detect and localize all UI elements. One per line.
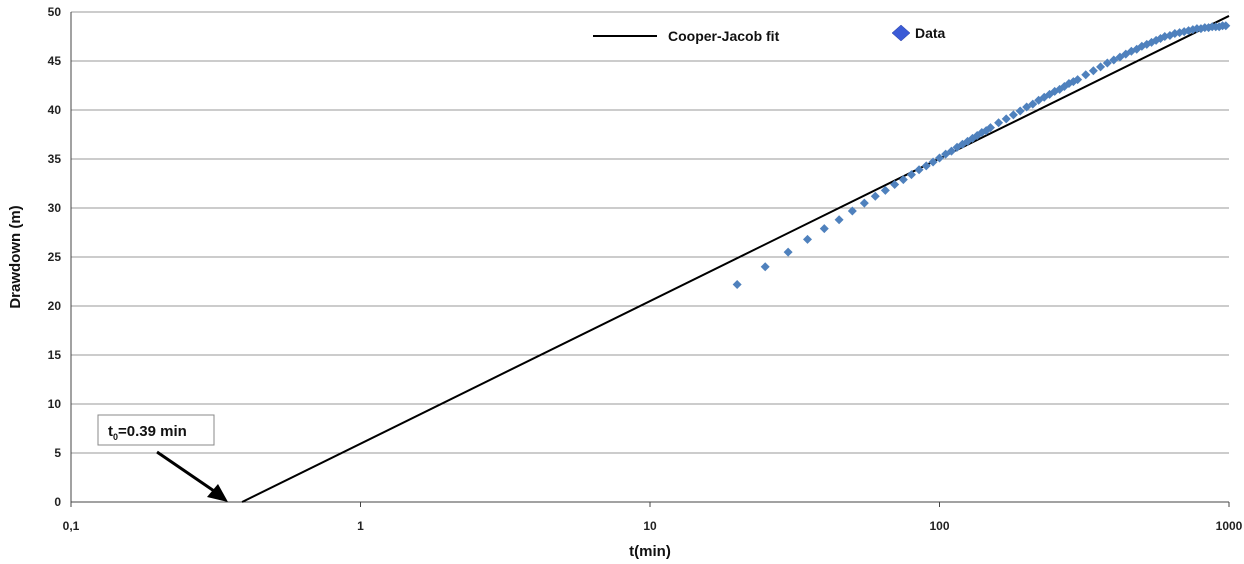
y-tick-label: 40 (48, 103, 62, 117)
data-series (732, 21, 1231, 289)
data-point (732, 279, 742, 289)
data-point (1170, 29, 1180, 39)
data-point (928, 157, 938, 167)
legend: Cooper-Jacob fit Data (593, 24, 946, 44)
legend-data-label: Data (915, 25, 946, 41)
data-point (1109, 55, 1119, 65)
x-tick-label: 100 (929, 519, 949, 533)
x-tick-label: 1 (357, 519, 364, 533)
data-point (921, 161, 931, 171)
data-point (935, 153, 944, 163)
data-point (1028, 99, 1038, 109)
data-point (1102, 58, 1112, 68)
data-point (870, 191, 880, 201)
data-point (898, 175, 908, 185)
annotation-box (97, 414, 215, 446)
legend-fit-label: Cooper-Jacob fit (668, 28, 780, 44)
data-point (1073, 75, 1083, 85)
data-point (1022, 102, 1032, 112)
annotation-label: t0=0.39 min (108, 423, 187, 442)
data-point (914, 165, 924, 175)
data-point (985, 123, 995, 133)
y-tick-label: 25 (48, 250, 62, 264)
data-point (1081, 70, 1091, 80)
data-point (1221, 21, 1231, 31)
y-tick-label: 0 (54, 495, 61, 509)
data-point (847, 206, 857, 216)
data-point (1088, 66, 1098, 76)
fit-line (241, 15, 1230, 503)
data-point (1175, 28, 1185, 38)
y-tick-label: 10 (48, 397, 62, 411)
grid-lines (71, 11, 1229, 454)
x-axis-title: t(min) (629, 543, 671, 560)
annotation-arrow-shaft (156, 450, 218, 495)
legend-data-marker (891, 24, 911, 42)
data-point (1001, 114, 1011, 124)
data-point (1015, 106, 1025, 116)
x-tick-label: 10 (643, 519, 657, 533)
y-tick-label: 5 (54, 446, 61, 460)
y-axis-title: Drawdown (m) (7, 205, 24, 308)
x-tick-labels: 0,1 1 10 100 1000 (63, 502, 1243, 533)
data-point (890, 179, 900, 189)
data-point (803, 234, 813, 244)
y-tick-label: 20 (48, 299, 62, 313)
data-point (834, 215, 844, 225)
data-point (994, 118, 1004, 128)
x-tick-label: 1000 (1216, 519, 1243, 533)
x-tick-label: 0,1 (63, 519, 80, 533)
data-point (819, 224, 829, 234)
t0-annotation: t0=0.39 min (97, 414, 228, 502)
y-tick-label: 35 (48, 152, 62, 166)
data-point (1008, 110, 1018, 120)
y-tick-label: 15 (48, 348, 62, 362)
data-point (859, 198, 869, 208)
y-tick-labels: 0 5 10 15 20 25 30 35 40 45 50 (48, 5, 62, 509)
data-point (906, 170, 916, 180)
data-point (880, 185, 890, 195)
y-tick-label: 50 (48, 5, 62, 19)
data-point (760, 262, 770, 272)
y-tick-label: 45 (48, 54, 62, 68)
data-point (1096, 62, 1106, 72)
cooper-jacob-fit-series (241, 15, 1230, 503)
y-tick-label: 30 (48, 201, 62, 215)
annotation-arrow-head (207, 484, 228, 502)
data-point (783, 247, 793, 257)
data-point (946, 146, 956, 156)
